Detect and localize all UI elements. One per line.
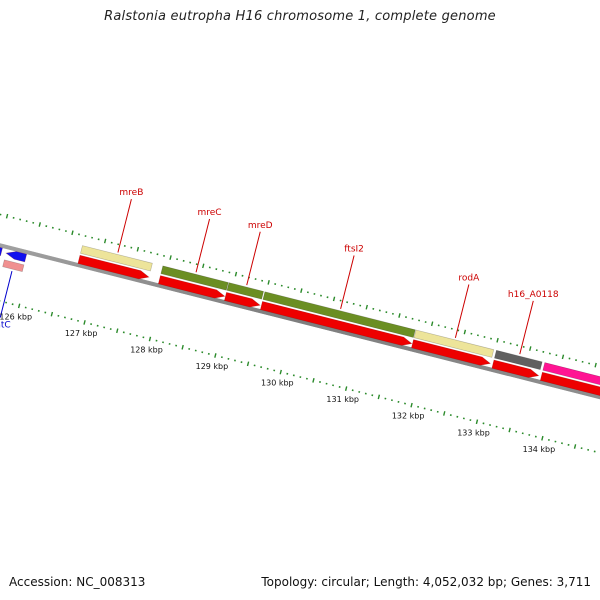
- inner-tick-mark: [246, 361, 250, 367]
- mreb-label: mreB: [119, 188, 143, 198]
- h16-a0118-label: h16_A0118: [508, 290, 559, 300]
- inner-tick-mark: [148, 336, 152, 342]
- scale-tick-label: 131 kbp: [326, 395, 359, 404]
- outer-tick-mark: [332, 296, 336, 302]
- inner-tick-mark: [50, 311, 54, 317]
- roda-cds-arrow: [411, 339, 492, 366]
- mrec-category-band: [160, 265, 229, 291]
- mred-label: mreD: [248, 221, 273, 231]
- gatc-gene-arrow: [5, 251, 28, 263]
- labels-layer: gatC mreB mreC mreD ftsI2 rodA h16_A0118: [0, 188, 559, 355]
- mrec-cds-arrow: [157, 275, 226, 299]
- genome-summary-text: Topology: circular; Length: 4,052,032 bp…: [261, 575, 591, 589]
- scale-tick-label: 127 kbp: [65, 329, 98, 338]
- mreb-cds-arrow: [77, 254, 150, 280]
- scale-tick-label: 130 kbp: [261, 379, 294, 388]
- mred-leader-line: [246, 231, 261, 286]
- ftsi2-category-band: [262, 291, 416, 338]
- scale-tick-label: 128 kbp: [130, 346, 163, 355]
- mred-category-band: [226, 282, 264, 300]
- h16-a0118-leader-line: [519, 300, 534, 355]
- gene-8-gene-arrow: [0, 247, 3, 257]
- ftsi2-leader-line: [340, 255, 355, 309]
- outer-tick-mark: [71, 230, 74, 236]
- scale-tick-label: 133 kbp: [457, 428, 490, 437]
- inner-tick-mark: [475, 419, 479, 425]
- outer-tick-mark: [398, 313, 401, 318]
- outer-tick-mark: [300, 288, 303, 294]
- mreb-leader-line: [117, 199, 132, 253]
- inner-tick-mark: [116, 328, 119, 334]
- outer-tick-mark: [561, 354, 565, 360]
- mrec-leader-line: [195, 218, 211, 273]
- ftsi2-cds-arrow: [259, 301, 413, 346]
- roda-category-band: [413, 329, 495, 358]
- backbone-layer: [0, 243, 600, 400]
- roda-label: rodA: [458, 274, 480, 284]
- gene-7-category-band: [542, 362, 600, 386]
- inner-tick-mark: [83, 320, 86, 325]
- inner-tick-mark: [17, 303, 21, 309]
- outer-tick-mark: [430, 321, 434, 327]
- map-title: Ralstonia eutropha H16 chromosome 1, com…: [104, 9, 496, 24]
- outer-tick-mark: [169, 255, 172, 260]
- scale-tick-label: 126 kbp: [0, 312, 32, 321]
- outer-tick-mark: [38, 222, 41, 227]
- mred-cds-arrow: [224, 291, 261, 308]
- h16-a0118-cds-arrow: [491, 359, 540, 378]
- outer-tick-mark: [529, 346, 532, 351]
- inner-tick-mark: [312, 378, 315, 383]
- outer-tick-mark: [365, 304, 368, 310]
- inner-tick-mark: [344, 386, 348, 391]
- outer-tick-mark: [234, 271, 238, 277]
- mreb-category-band: [80, 245, 153, 272]
- outer-tick-mark: [136, 246, 140, 252]
- mrec-label: mreC: [198, 208, 222, 218]
- gene-7-cds-arrow: [539, 371, 600, 396]
- outer-tick-mark: [103, 238, 107, 244]
- outer-tick-mark: [5, 213, 9, 219]
- chromosome-backbone-shade: [0, 243, 600, 400]
- inner-tick-mark: [541, 435, 544, 441]
- inner-tick-mark: [443, 411, 446, 416]
- scale-tick-label: 129 kbp: [196, 362, 229, 371]
- accession-text: Accession: NC_008313: [9, 575, 146, 589]
- inner-tick-mark: [377, 394, 381, 400]
- outer-tick-mark: [496, 337, 499, 343]
- inner-tick-mark: [508, 427, 511, 433]
- gatc-cds-band: [2, 259, 25, 272]
- outer-tick-mark: [267, 280, 270, 285]
- tick-dots-layer: [0, 213, 597, 453]
- ftsi2-label: ftsI2: [344, 245, 364, 255]
- inner-tick-mark: [181, 344, 184, 350]
- scale-tick-label: 134 kbp: [523, 445, 556, 454]
- inner-tick-mark: [214, 353, 217, 358]
- scale-tick-label: 132 kbp: [392, 412, 425, 421]
- gatc-leader-line: [0, 270, 13, 318]
- roda-leader-line: [454, 284, 470, 338]
- outer-tick-mark: [463, 329, 467, 335]
- outer-tick-mark: [202, 263, 205, 269]
- gatc-label: gatC: [0, 321, 11, 331]
- scale-layer: 126 kbp 127 kbp 128 kbp 129 kbp 130 kbp 131 k…: [0, 312, 555, 453]
- h16-a0118-category-band: [494, 349, 543, 371]
- inner-tick-mark: [573, 444, 577, 449]
- inner-tick-mark: [410, 402, 413, 408]
- genes-layer: [0, 245, 600, 396]
- inner-tick-mark: [279, 369, 282, 375]
- outer-tick-mark: [594, 362, 597, 368]
